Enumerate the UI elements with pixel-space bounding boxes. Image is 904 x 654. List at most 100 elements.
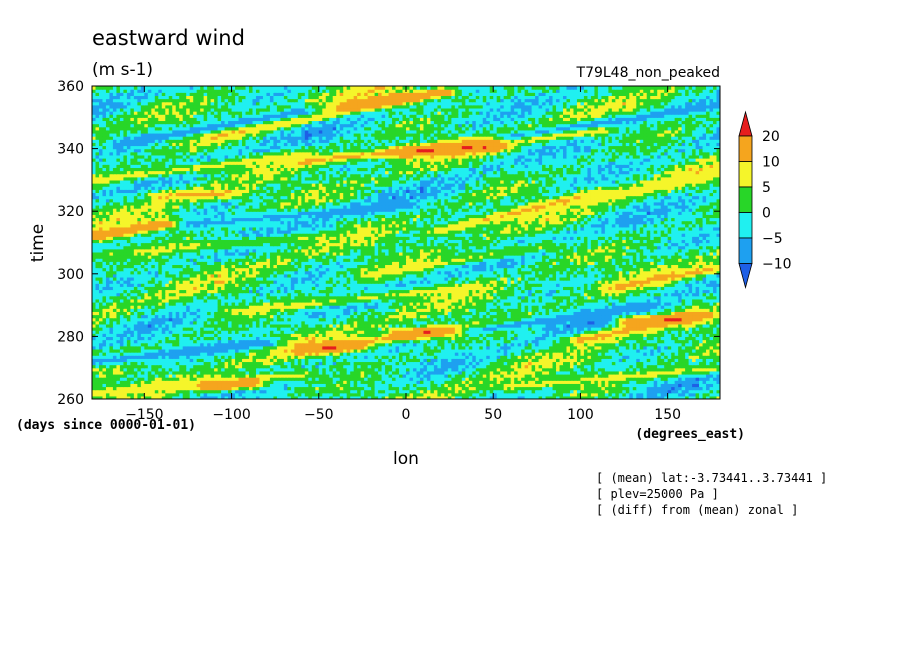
heatmap-cell <box>639 348 644 353</box>
heatmap-cell <box>594 380 599 384</box>
heatmap-cell <box>500 330 505 334</box>
heatmap-cell <box>657 345 662 350</box>
heatmap-cell <box>468 323 473 328</box>
heatmap-cell <box>406 352 411 356</box>
heatmap-cell <box>521 317 526 322</box>
heatmap-cell <box>392 392 397 397</box>
heatmap-cell <box>468 358 473 363</box>
heatmap-cell <box>378 339 383 344</box>
heatmap-cell <box>378 367 383 372</box>
heatmap-cell <box>269 361 275 366</box>
heatmap-cell <box>364 330 369 334</box>
heatmap-cell <box>297 311 302 316</box>
heatmap-cell <box>468 327 473 331</box>
heatmap-cell <box>339 327 344 331</box>
heatmap-cell <box>465 320 470 325</box>
heatmap-cell <box>629 352 634 356</box>
heatmap-cell <box>440 323 445 328</box>
heatmap-cell <box>378 386 383 391</box>
heatmap-cell <box>667 386 672 391</box>
heatmap-cell <box>416 373 421 378</box>
heatmap-cell <box>507 327 512 331</box>
heatmap-cell <box>186 367 191 372</box>
heatmap-cell <box>412 333 418 337</box>
heatmap-cell <box>357 345 362 350</box>
heatmap-cell <box>660 389 665 394</box>
heatmap-cell <box>636 352 641 356</box>
heatmap-cell <box>538 330 543 334</box>
heatmap-cell <box>479 327 484 331</box>
heatmap-cell <box>186 389 191 394</box>
heatmap-cell <box>137 348 142 353</box>
heatmap-cell <box>528 336 533 341</box>
heatmap-cell <box>447 389 452 394</box>
heatmap-cell <box>660 323 665 328</box>
heatmap-cell <box>290 361 295 366</box>
heatmap-cell <box>357 320 362 325</box>
heatmap-cell <box>399 339 404 344</box>
heatmap-cell <box>503 383 508 388</box>
heatmap-cell <box>301 339 306 344</box>
heatmap-cell <box>538 339 543 344</box>
heatmap-cell <box>580 367 585 372</box>
heatmap-cell <box>172 352 177 356</box>
heatmap-cell <box>660 392 665 397</box>
heatmap-cell <box>611 380 616 384</box>
heatmap-cell <box>161 361 166 366</box>
heatmap-cell <box>681 345 686 350</box>
heatmap-cell <box>249 380 254 384</box>
heatmap-cell <box>510 336 515 341</box>
heatmap-cell <box>245 330 250 334</box>
heatmap-cell <box>154 386 159 391</box>
heatmap-cell <box>161 330 166 334</box>
heatmap-cell <box>210 323 215 328</box>
heatmap-cell <box>193 383 198 388</box>
heatmap-cell <box>252 380 257 384</box>
heatmap-cell <box>500 358 505 363</box>
heatmap-cell <box>283 395 288 399</box>
heatmap-cell <box>503 352 508 356</box>
heatmap-cell <box>611 392 616 397</box>
heatmap-cell <box>528 364 533 369</box>
heatmap-cell <box>221 327 226 331</box>
heatmap-cell <box>510 317 515 322</box>
heatmap-cell <box>269 348 275 353</box>
heatmap-cell <box>479 377 484 381</box>
heatmap-cell <box>437 314 442 319</box>
heatmap-cell <box>566 370 571 375</box>
heatmap-cell <box>419 352 425 356</box>
heatmap-cell <box>245 333 250 337</box>
heatmap-cell <box>702 345 707 350</box>
heatmap-cell <box>702 330 707 334</box>
heatmap-cell <box>92 314 97 319</box>
heatmap-cell <box>650 364 655 369</box>
heatmap-cell <box>238 352 243 356</box>
heatmap-cell <box>590 361 595 366</box>
heatmap-cell <box>535 352 540 356</box>
heatmap-cell <box>238 383 243 388</box>
heatmap-cell <box>224 336 229 341</box>
heatmap-cell <box>175 342 180 347</box>
heatmap-cell <box>514 358 519 363</box>
heatmap-cell <box>608 389 613 394</box>
heatmap-cell <box>378 333 383 337</box>
heatmap-cell <box>367 345 372 350</box>
heatmap-cell <box>262 330 268 334</box>
heatmap-cell <box>549 336 554 341</box>
heatmap-cell <box>643 330 648 334</box>
heatmap-cell <box>172 364 177 369</box>
heatmap-cell <box>343 311 348 316</box>
heatmap-cell <box>301 364 306 369</box>
heatmap-cell <box>503 320 508 325</box>
heatmap-cell <box>304 323 309 328</box>
heatmap-cell <box>294 389 299 394</box>
heatmap-cell <box>399 330 404 334</box>
heatmap-cell <box>98 352 104 356</box>
heatmap-cell <box>315 348 320 353</box>
heatmap-cell <box>671 339 676 344</box>
heatmap-cell <box>158 355 163 359</box>
heatmap-cell <box>667 314 672 319</box>
heatmap-cell <box>514 327 519 331</box>
heatmap-cell <box>657 377 662 381</box>
heatmap-cell <box>667 389 672 394</box>
